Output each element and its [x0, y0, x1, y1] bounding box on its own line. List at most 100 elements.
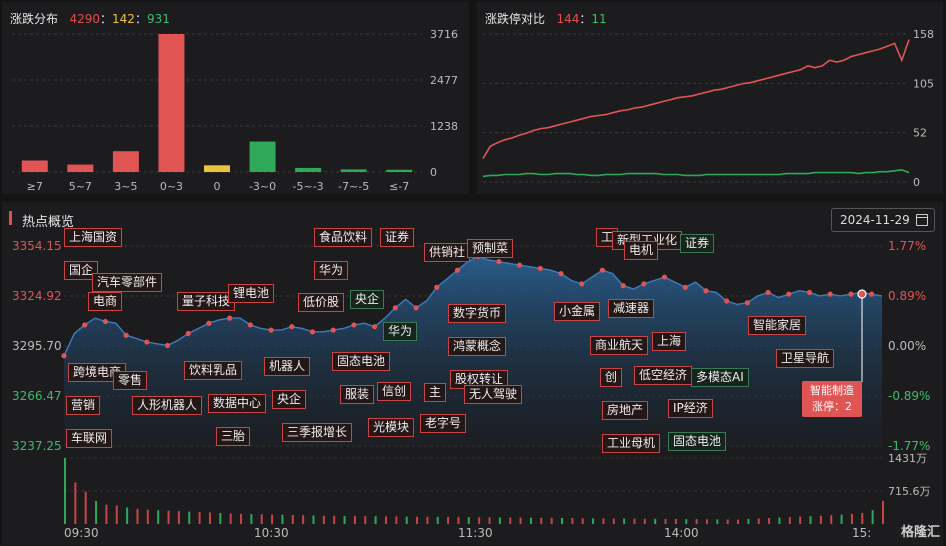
volume-bar [850, 513, 853, 524]
vol-label: 715.6万 [888, 485, 931, 498]
concept-tag[interactable]: 机器人 [264, 357, 311, 376]
y-right-label: 0.89% [888, 289, 926, 303]
date-picker[interactable]: 2024-11-29 [831, 208, 935, 232]
concept-tag[interactable]: 工业母机 [602, 434, 661, 453]
concept-tag[interactable]: 信创 [377, 382, 412, 401]
y-left-label: 3266.47 [12, 389, 62, 403]
volume-bar [384, 516, 387, 524]
concept-tag[interactable]: 央企 [350, 290, 385, 309]
volume-bar [291, 515, 294, 524]
concept-tag[interactable]: 主 [424, 383, 447, 402]
volume-bar [95, 500, 98, 524]
concept-tag[interactable]: 减速器 [608, 299, 655, 318]
price-point [454, 267, 461, 273]
flat-count: 142 [112, 12, 135, 26]
concept-tag[interactable]: 多模态AI [691, 368, 749, 387]
volume-bar [705, 519, 708, 524]
concept-tag[interactable]: 三胎 [216, 427, 251, 446]
volume-bar [612, 518, 615, 524]
concept-tag[interactable]: 跨境电商 [68, 363, 127, 382]
x-tick-label: -7~-5 [338, 180, 369, 193]
price-point [206, 320, 212, 326]
hover-callout: 智能制造 涨停：2 [802, 381, 862, 417]
concept-tag[interactable]: 鸿蒙概念 [448, 337, 507, 356]
volume-bar [467, 517, 470, 524]
volume-bar [74, 482, 77, 524]
volume-bar [198, 512, 201, 524]
concept-tag[interactable]: 电机 [624, 241, 659, 260]
concept-tag[interactable]: 证券 [380, 228, 415, 247]
concept-tag[interactable]: 锂电池 [228, 284, 275, 303]
concept-tag[interactable]: 车联网 [66, 429, 113, 448]
concept-tag[interactable]: IP经济 [668, 399, 713, 418]
concept-tag[interactable]: 创 [600, 368, 623, 387]
concept-tag[interactable]: 汽车零部件 [92, 273, 163, 292]
concept-tag[interactable]: 供销社 [424, 243, 471, 262]
concept-tag[interactable]: 上海国资 [64, 228, 123, 247]
concept-tag[interactable]: 服装 [340, 385, 375, 404]
volume-bar [136, 508, 139, 524]
price-point [496, 259, 502, 265]
concept-tag[interactable]: 上海 [652, 332, 687, 351]
volume-bar [105, 504, 108, 524]
concept-tag[interactable]: 国企 [64, 261, 99, 280]
concept-tag[interactable]: 预制菜 [467, 239, 514, 258]
volume-bar [737, 519, 740, 524]
brand-logo: 格隆汇 [900, 525, 940, 540]
concept-tag[interactable]: 营销 [66, 396, 101, 415]
price-point [227, 315, 233, 321]
volume-bar [664, 518, 667, 524]
price-point [537, 265, 543, 272]
concept-tag[interactable]: 低价股 [298, 293, 345, 312]
title-accent [9, 211, 12, 225]
limit-up-count: 144 [556, 12, 580, 26]
concept-tag[interactable]: 数据中心 [208, 394, 267, 413]
x-time-label: 15: [852, 526, 871, 540]
price-point [620, 283, 626, 289]
volume-bar [208, 512, 211, 524]
price-point [724, 298, 730, 304]
concept-tag[interactable]: 卫星导航 [776, 349, 835, 368]
distribution-title: 涨跌分布 4290：142：931 [10, 10, 170, 27]
x-tick-label: 3~5 [114, 180, 137, 193]
concept-tag[interactable]: 证券 [680, 234, 715, 253]
price-point [599, 267, 606, 273]
concept-tag[interactable]: 无人驾驶 [464, 385, 523, 404]
concept-tag[interactable]: 饮料乳品 [184, 361, 243, 380]
volume-bar [674, 519, 677, 524]
concept-tag[interactable]: 零售 [113, 371, 148, 390]
concept-tag[interactable]: 低空经济 [634, 366, 693, 385]
concept-tag[interactable]: 商业航天 [590, 336, 649, 355]
concept-tag[interactable]: 光模块 [368, 418, 415, 437]
volume-bar [695, 519, 698, 524]
y-right-label: -1.77% [888, 439, 930, 453]
distribution-chart: 3716 2477 1238 0 ≥7 5~7 3~5 0~3 0 -3~0 -5~-3 -7~-5 ≤… [12, 28, 458, 193]
x-time-label: 14:00 [664, 526, 699, 540]
volume-bar [571, 518, 574, 524]
concept-tag[interactable]: 食品饮料 [314, 228, 373, 247]
volume-bar [498, 517, 501, 524]
concept-tag[interactable]: 央企 [272, 390, 307, 409]
concept-tag[interactable]: 华为 [314, 261, 349, 280]
concept-tag[interactable]: 量子科技 [177, 292, 236, 311]
concept-tag[interactable]: 人形机器人 [132, 396, 203, 415]
concept-tag[interactable]: 电商 [88, 292, 123, 311]
x-tick-label: ≥7 [27, 180, 43, 193]
concept-tag[interactable]: 数字货币 [448, 304, 507, 323]
concept-tag[interactable]: 固态电池 [668, 432, 727, 451]
bar [21, 160, 48, 172]
y-tick-label: 52 [913, 127, 927, 140]
concept-tag[interactable]: 华为 [383, 322, 418, 341]
concept-tag[interactable]: 房地产 [602, 401, 649, 420]
y-left-label: 3354.15 [12, 239, 62, 253]
limit-title-text: 涨跌停对比 [485, 12, 546, 26]
calendar-icon[interactable] [916, 214, 928, 226]
concept-tag[interactable]: 小金属 [554, 302, 601, 321]
concept-tag[interactable]: 三季报增长 [282, 423, 353, 442]
volume-bar [602, 518, 605, 524]
x-time-label: 10:30 [254, 526, 289, 540]
concept-tag[interactable]: 固态电池 [332, 352, 391, 371]
concept-tag[interactable]: 智能家居 [748, 316, 807, 335]
volume-bar [219, 512, 222, 524]
concept-tag[interactable]: 老字号 [420, 414, 467, 433]
